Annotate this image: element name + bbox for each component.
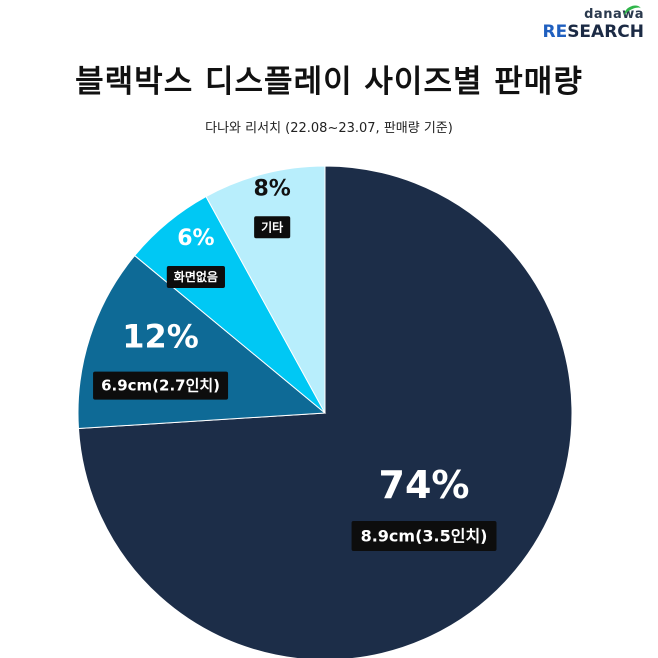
pie-slice-category-badge-bg — [166, 265, 225, 288]
brand-name-bottom: RESEARCH — [534, 22, 644, 42]
pie-slice-category-badge-bg — [93, 371, 229, 400]
pie-slice-category-label: 화면없음 — [174, 269, 218, 284]
pie-slice-category-badge: 기타 — [254, 216, 291, 239]
pie-slice-category-badge-bg — [351, 520, 497, 551]
pie-slice-percent-label: 8% — [253, 176, 290, 201]
pie-slice-percent-label: 6% — [177, 226, 214, 251]
brand-name-rest: SEARCH — [567, 22, 644, 42]
pie-slice-percent-label: 12% — [122, 318, 199, 356]
brand-logo: danawa RESEARCH — [534, 2, 644, 42]
brand-name-accent: RE — [542, 22, 568, 42]
chart-subtitle: 다나와 리서치 (22.08~23.07, 판매량 기준) — [205, 121, 453, 136]
pie-slice-category-badge: 화면없음 — [166, 265, 225, 288]
pie-slice-percent-label: 74% — [379, 463, 470, 507]
chart-title: 블랙박스 디스플레이 사이즈별 판매량 — [75, 64, 583, 100]
pie-slice-category-badge-bg — [254, 216, 291, 239]
pie-slice-category-badge: 8.9cm(3.5인치) — [351, 520, 497, 551]
pie-slice-category-label: 8.9cm(3.5인치) — [361, 526, 488, 545]
pie-slice — [205, 165, 326, 414]
pie-slice-category-badge: 6.9cm(2.7인치) — [93, 371, 229, 400]
pie-slice-category-label: 6.9cm(2.7인치) — [101, 377, 220, 395]
pie-slice-category-label: 기타 — [261, 219, 283, 234]
brand-name-top: danawa — [584, 7, 644, 22]
